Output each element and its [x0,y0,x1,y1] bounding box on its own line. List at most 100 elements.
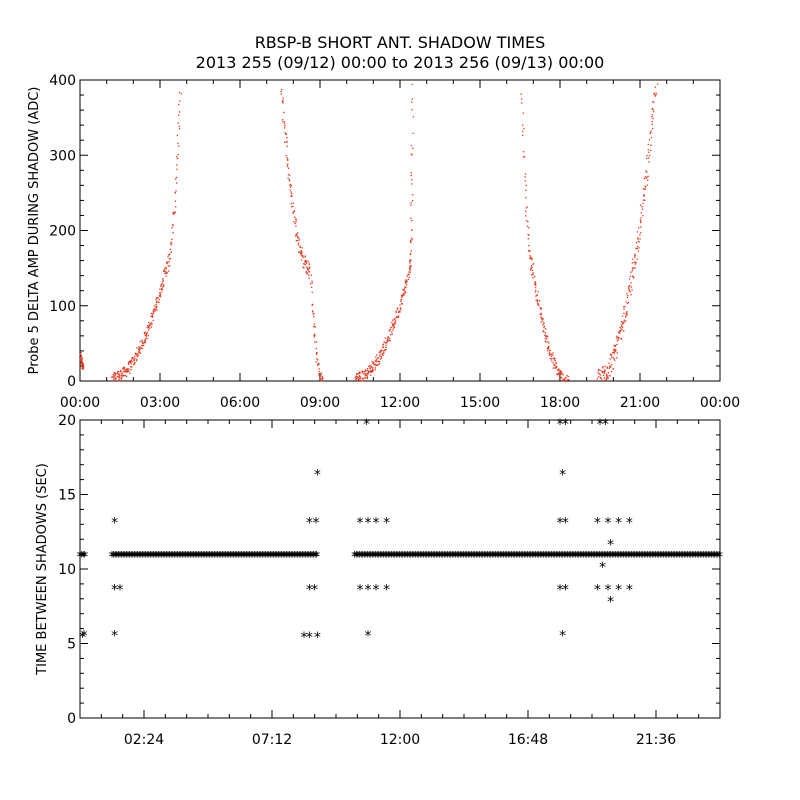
panel2-data-point: * [144,550,151,566]
panel1-data-point [179,111,181,113]
panel1-data-point [641,208,644,210]
panel2-data-point: * [434,550,441,566]
panel1-data-point [145,335,147,337]
panel2-data-point: * [262,550,269,566]
panel2-data-point: * [233,550,240,566]
panel1-data-point [411,199,414,202]
panel1-data-point [405,284,408,286]
panel1-data-point [118,380,120,382]
panel1-data-point [305,266,308,268]
panel1-data-point [634,254,636,257]
panel1-data-point [131,358,133,360]
panel1-data-point [396,307,399,309]
panel1-data-point [367,372,370,374]
panel1-data-point [558,371,560,374]
panel1-data-point [121,373,124,375]
panel1-y-axis-label: Probe 5 DELTA AMP DURING SHADOW (ADC) [27,87,42,375]
panel1-data-point [404,286,406,288]
panel2-data-point: * [150,550,157,566]
panel1-data-point [370,365,372,367]
panel1-data-point [372,368,374,370]
panel1-data-point [392,323,394,326]
panel1-data-point [308,266,311,268]
panel1-data-point [280,93,282,95]
panel1-data-point [161,287,163,290]
panel1-data-point [114,377,116,379]
panel1-data-point [384,342,387,344]
panel1-data-point [395,317,397,319]
panel1-data-point [604,379,606,381]
panel1-data-point [554,357,556,360]
panel1-data-point [358,375,360,377]
panel1-data-point [544,337,546,340]
panel1-data-point [629,285,631,287]
panel1-data-point [528,234,530,236]
panel1-data-point [293,210,296,212]
panel2-data-point: * [396,550,403,566]
panel2-data-point: * [548,550,555,566]
panel1-data-point [549,357,552,360]
panel1-data-point [125,368,127,371]
panel1-data-point [170,251,172,253]
panel2-data-point: * [433,550,440,566]
panel2-data-point: * [663,550,670,566]
panel1-data-point [145,333,148,335]
panel1-data-point [144,341,146,343]
panel2-data-point: * [136,550,143,566]
panel1-data-point [651,123,653,126]
panel2-data-point: * [77,550,84,566]
panel1-data-point [140,347,142,349]
panel1-data-point [148,327,151,329]
panel1-data-point [287,173,290,176]
panel1-data-point [411,237,413,239]
panel2-data-point: * [280,550,287,566]
panel1-data-point [113,378,115,380]
panel1-data-point [551,360,553,362]
panel2-data-point: * [646,550,653,566]
panel2-data-point: * [607,550,614,566]
panel1-data-point [154,309,156,312]
panel2-data-point: * [604,550,611,566]
panel1-data-point [379,358,382,360]
panel1-data-point [360,379,362,382]
panel1-data-point [612,368,615,370]
panel1-data-point [651,128,654,130]
panel1-data-point [652,101,655,103]
panel2-data-point: * [111,629,118,645]
panel1-data-point [313,313,315,315]
panel1-data-point [162,281,164,283]
panel2-data-point: * [230,550,237,566]
panel1-data-point [174,211,177,213]
panel1-data-point [155,306,158,308]
panel1-data-point [382,344,384,346]
panel2-data-point: * [213,550,220,566]
panel2-data-point: * [562,582,569,598]
panel1-data-point [144,339,147,341]
panel1-data-point [530,257,532,260]
panel2-data-point: * [373,582,380,598]
panel1-data-point [306,273,308,275]
panel2-data-point: * [168,550,175,566]
panel1-data-point [394,321,396,323]
panel1-data-point [297,236,299,238]
panel1-data-point [139,340,141,343]
panel2-x-tick-label: 02:24 [124,732,164,748]
panel2-data-point: * [514,550,521,566]
panel2-data-point: * [537,550,544,566]
panel2-data-point: * [532,550,539,566]
panel1-data-point [412,194,414,196]
panel2-y-tick-label: 5 [67,637,76,653]
panel2-data-point: * [586,550,593,566]
panel1-data-point [398,315,400,317]
panel1-data-point [635,242,638,244]
panel1-data-point [364,369,366,371]
panel2-data-point: * [251,550,258,566]
panel1-data-point [642,215,644,217]
panel2-data-point: * [602,550,609,566]
panel1-data-point [535,289,537,292]
panel1-data-point [392,329,394,331]
panel1-data-point [599,376,602,379]
panel1-data-point [318,362,320,364]
panel1-data-point [161,289,164,291]
panel2-data-point: * [153,550,160,566]
